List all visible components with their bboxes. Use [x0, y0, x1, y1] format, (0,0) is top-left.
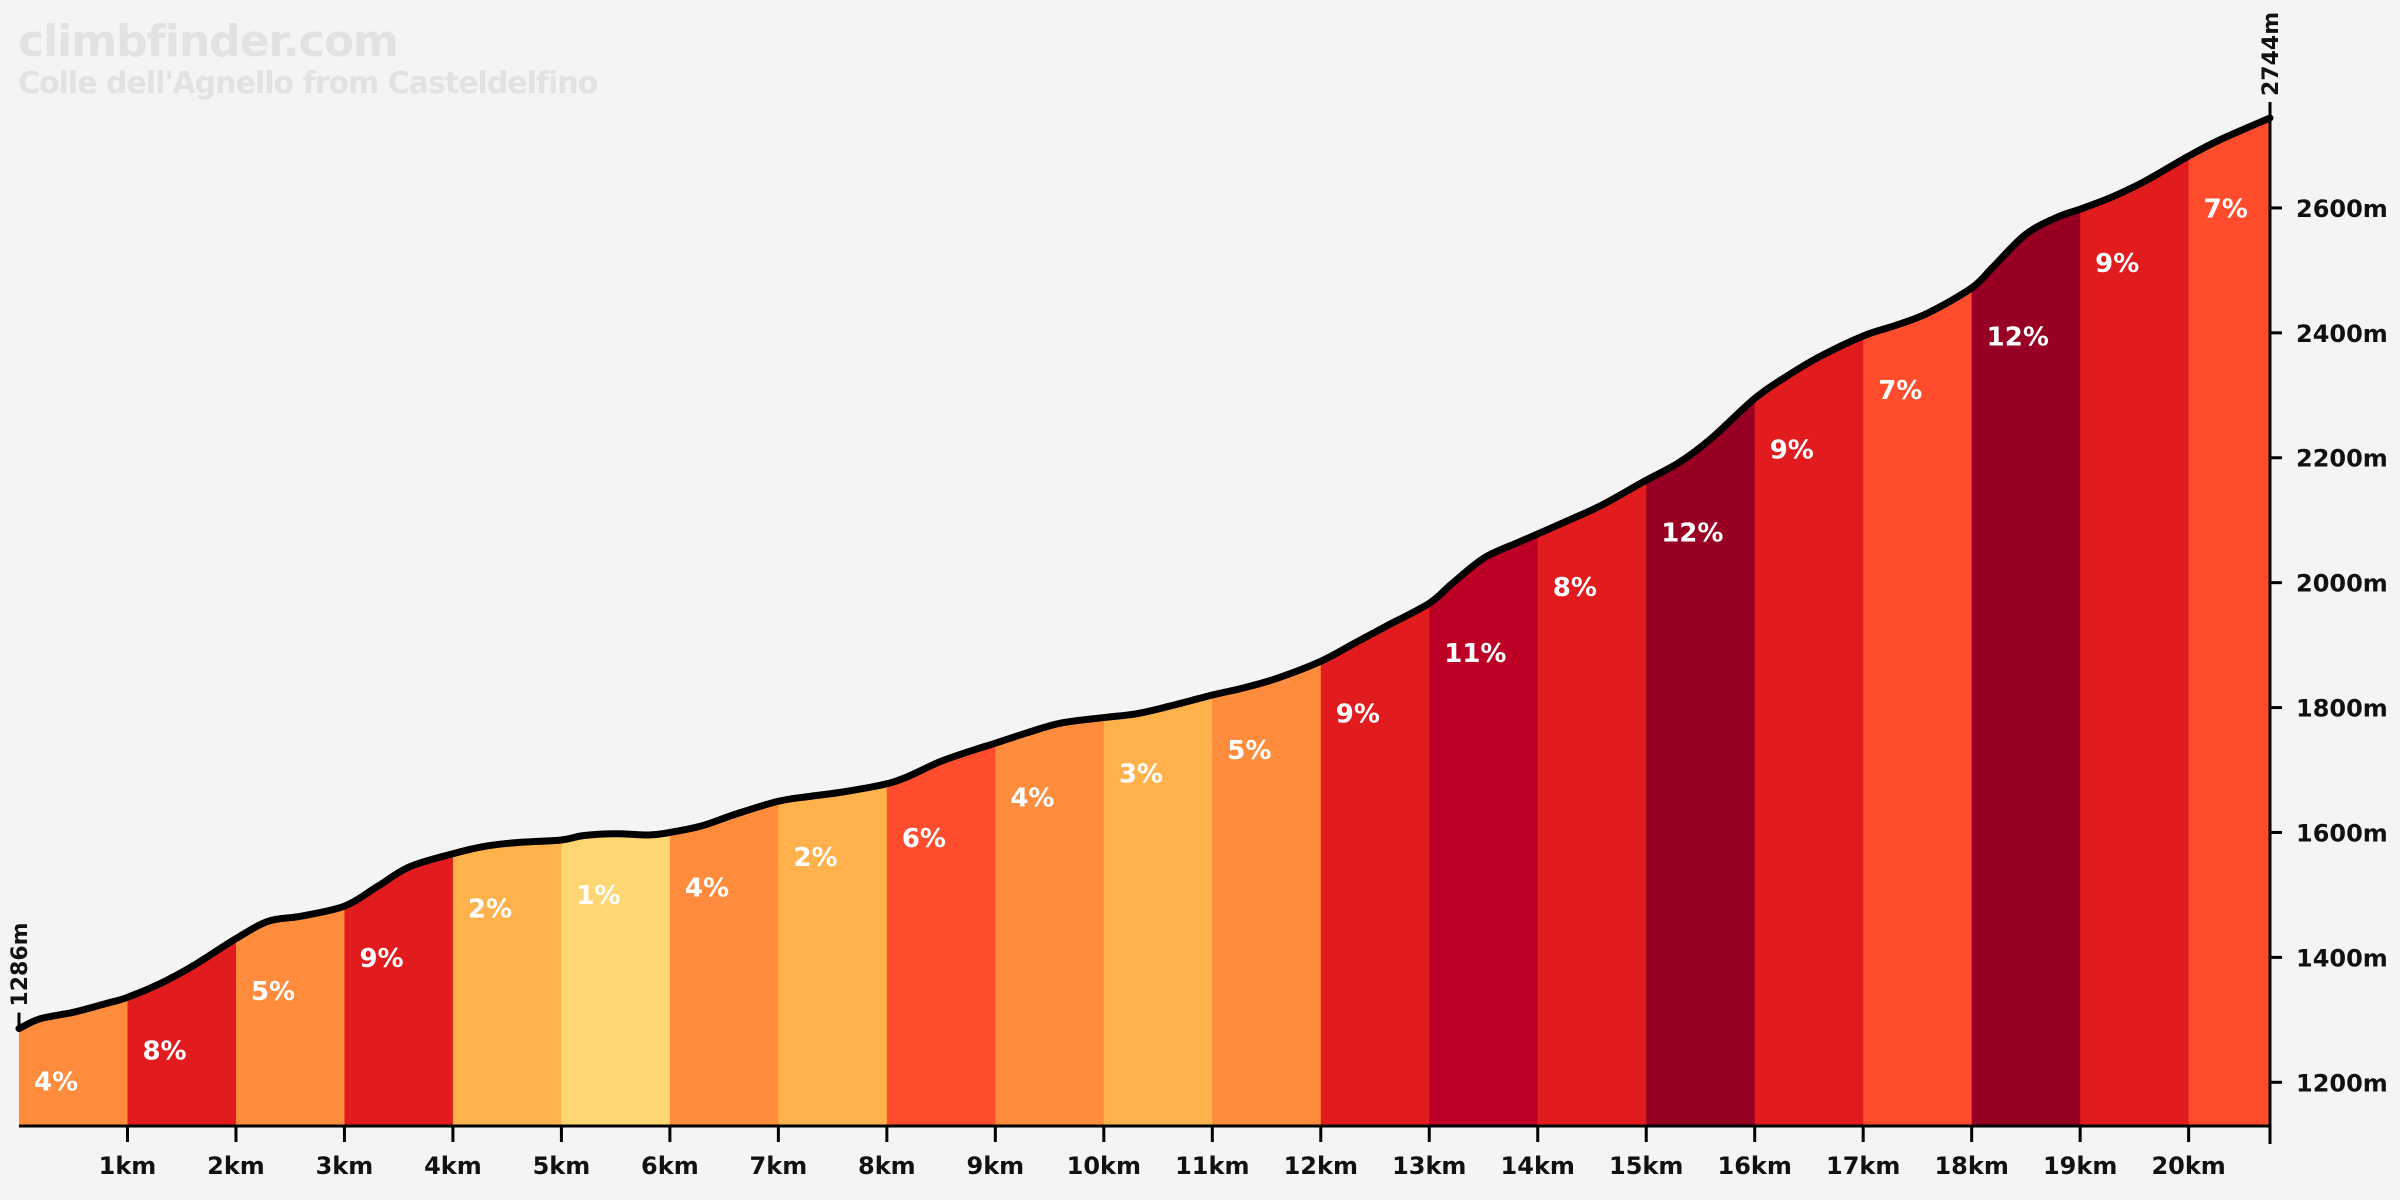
x-tick-label: 3km: [316, 1152, 374, 1180]
gradient-segment-10: [995, 118, 1105, 1126]
elevation-profile-line: [15, 114, 2274, 1033]
gradient-label-14: 11%: [1444, 639, 1506, 669]
x-tick-label: 4km: [424, 1152, 482, 1180]
gradient-label-3: 5%: [251, 977, 295, 1007]
gradient-segment-21: [2188, 118, 2270, 1126]
x-tick-label: 16km: [1718, 1152, 1792, 1180]
gradient-label-13: 9%: [1336, 700, 1380, 730]
gradient-segment-14: [1429, 118, 1539, 1126]
y-tick-label: 1400m: [2296, 944, 2388, 972]
x-axis: 1km 2km 3km 4km 5km 6km 7km 8km 9km 10km 11km 12km 1…: [19, 1124, 2272, 1180]
elevation-endpoints: 1286m 2744m: [8, 12, 2284, 1029]
y-tick-label: 2600m: [2296, 195, 2388, 223]
y-axis: 1200m 1400m 1600m 1800m 2000m 2200m 2400m 2600m: [2268, 118, 2388, 1126]
end-elevation-label: 2744m: [2259, 12, 2284, 96]
x-tick-label: 11km: [1175, 1152, 1249, 1180]
gradient-segment-9: [886, 118, 996, 1126]
x-tick-label: 15km: [1609, 1152, 1683, 1180]
gradient-label-18: 7%: [1878, 376, 1922, 406]
gradient-label-9: 6%: [902, 824, 946, 854]
y-tick-label: 2400m: [2296, 320, 2388, 348]
gradient-label-21: 7%: [2204, 195, 2248, 225]
gradient-segment-19: [1971, 118, 2081, 1126]
watermark-site: climbfinder.com: [18, 16, 399, 67]
gradient-label-5: 2%: [468, 895, 512, 925]
x-tick-label: 1km: [99, 1152, 157, 1180]
gradient-segment-7: [669, 118, 779, 1126]
gradient-segment-1: [19, 118, 128, 1126]
gradient-label-20: 9%: [2095, 249, 2139, 279]
gradient-segment-20: [2080, 118, 2190, 1126]
gradient-label-8: 2%: [793, 843, 837, 873]
gradient-segments: [19, 118, 2270, 1126]
x-tick-label: 10km: [1067, 1152, 1141, 1180]
x-tick-label: 20km: [2151, 1152, 2225, 1180]
y-tick-label: 2200m: [2296, 445, 2388, 473]
gradient-segment-5: [452, 118, 562, 1126]
gradient-segment-13: [1320, 118, 1430, 1126]
x-tick-label: 2km: [207, 1152, 265, 1180]
gradient-label-19: 12%: [1987, 322, 2049, 352]
watermark-climb-name: Colle dell'Agnello from Casteldelfino: [18, 66, 598, 101]
y-tick-label: 1800m: [2296, 695, 2388, 723]
x-tick-label: 12km: [1284, 1152, 1358, 1180]
gradient-segment-17: [1754, 118, 1864, 1126]
x-tick-label: 13km: [1392, 1152, 1466, 1180]
x-tick-label: 7km: [750, 1152, 808, 1180]
y-tick-label: 2000m: [2296, 570, 2388, 598]
gradient-label-7: 4%: [685, 874, 729, 904]
gradient-segment-3: [235, 118, 345, 1126]
gradient-segment-6: [561, 118, 671, 1126]
x-tick-label: 9km: [967, 1152, 1025, 1180]
gradient-label-6: 1%: [576, 881, 620, 911]
gradient-label-1: 4%: [34, 1068, 78, 1098]
gradient-segment-16: [1646, 118, 1756, 1126]
gradient-segment-11: [1103, 118, 1213, 1126]
x-tick-label: 5km: [533, 1152, 591, 1180]
x-tick-label: 8km: [858, 1152, 916, 1180]
x-tick-label: 14km: [1501, 1152, 1575, 1180]
gradient-label-10: 4%: [1010, 783, 1054, 813]
gradient-label-2: 8%: [142, 1037, 186, 1067]
gradient-label-12: 5%: [1227, 736, 1271, 766]
x-tick-label: 6km: [641, 1152, 699, 1180]
gradient-segment-8: [778, 118, 888, 1126]
x-tick-label: 19km: [2043, 1152, 2117, 1180]
y-tick-label: 1200m: [2296, 1069, 2388, 1097]
gradient-label-4: 9%: [359, 944, 403, 974]
x-tick-label: 17km: [1826, 1152, 1900, 1180]
gradient-segment-12: [1212, 118, 1322, 1126]
gradient-label-16: 12%: [1661, 519, 1723, 549]
gradient-labels: 4% 8% 5% 9% 2% 1% 4% 2% 6% 4% 3% 5% 9% 11% 8% 12% 9% 7% 12…: [34, 195, 2248, 1098]
start-elevation-label: 1286m: [8, 922, 33, 1006]
gradient-segment-15: [1537, 118, 1647, 1126]
gradient-label-17: 9%: [1770, 435, 1814, 465]
y-tick-label: 1600m: [2296, 819, 2388, 847]
gradient-label-15: 8%: [1553, 573, 1597, 603]
gradient-segment-18: [1863, 118, 1973, 1126]
x-tick-label: 18km: [1934, 1152, 2008, 1180]
gradient-label-11: 3%: [1119, 760, 1163, 790]
